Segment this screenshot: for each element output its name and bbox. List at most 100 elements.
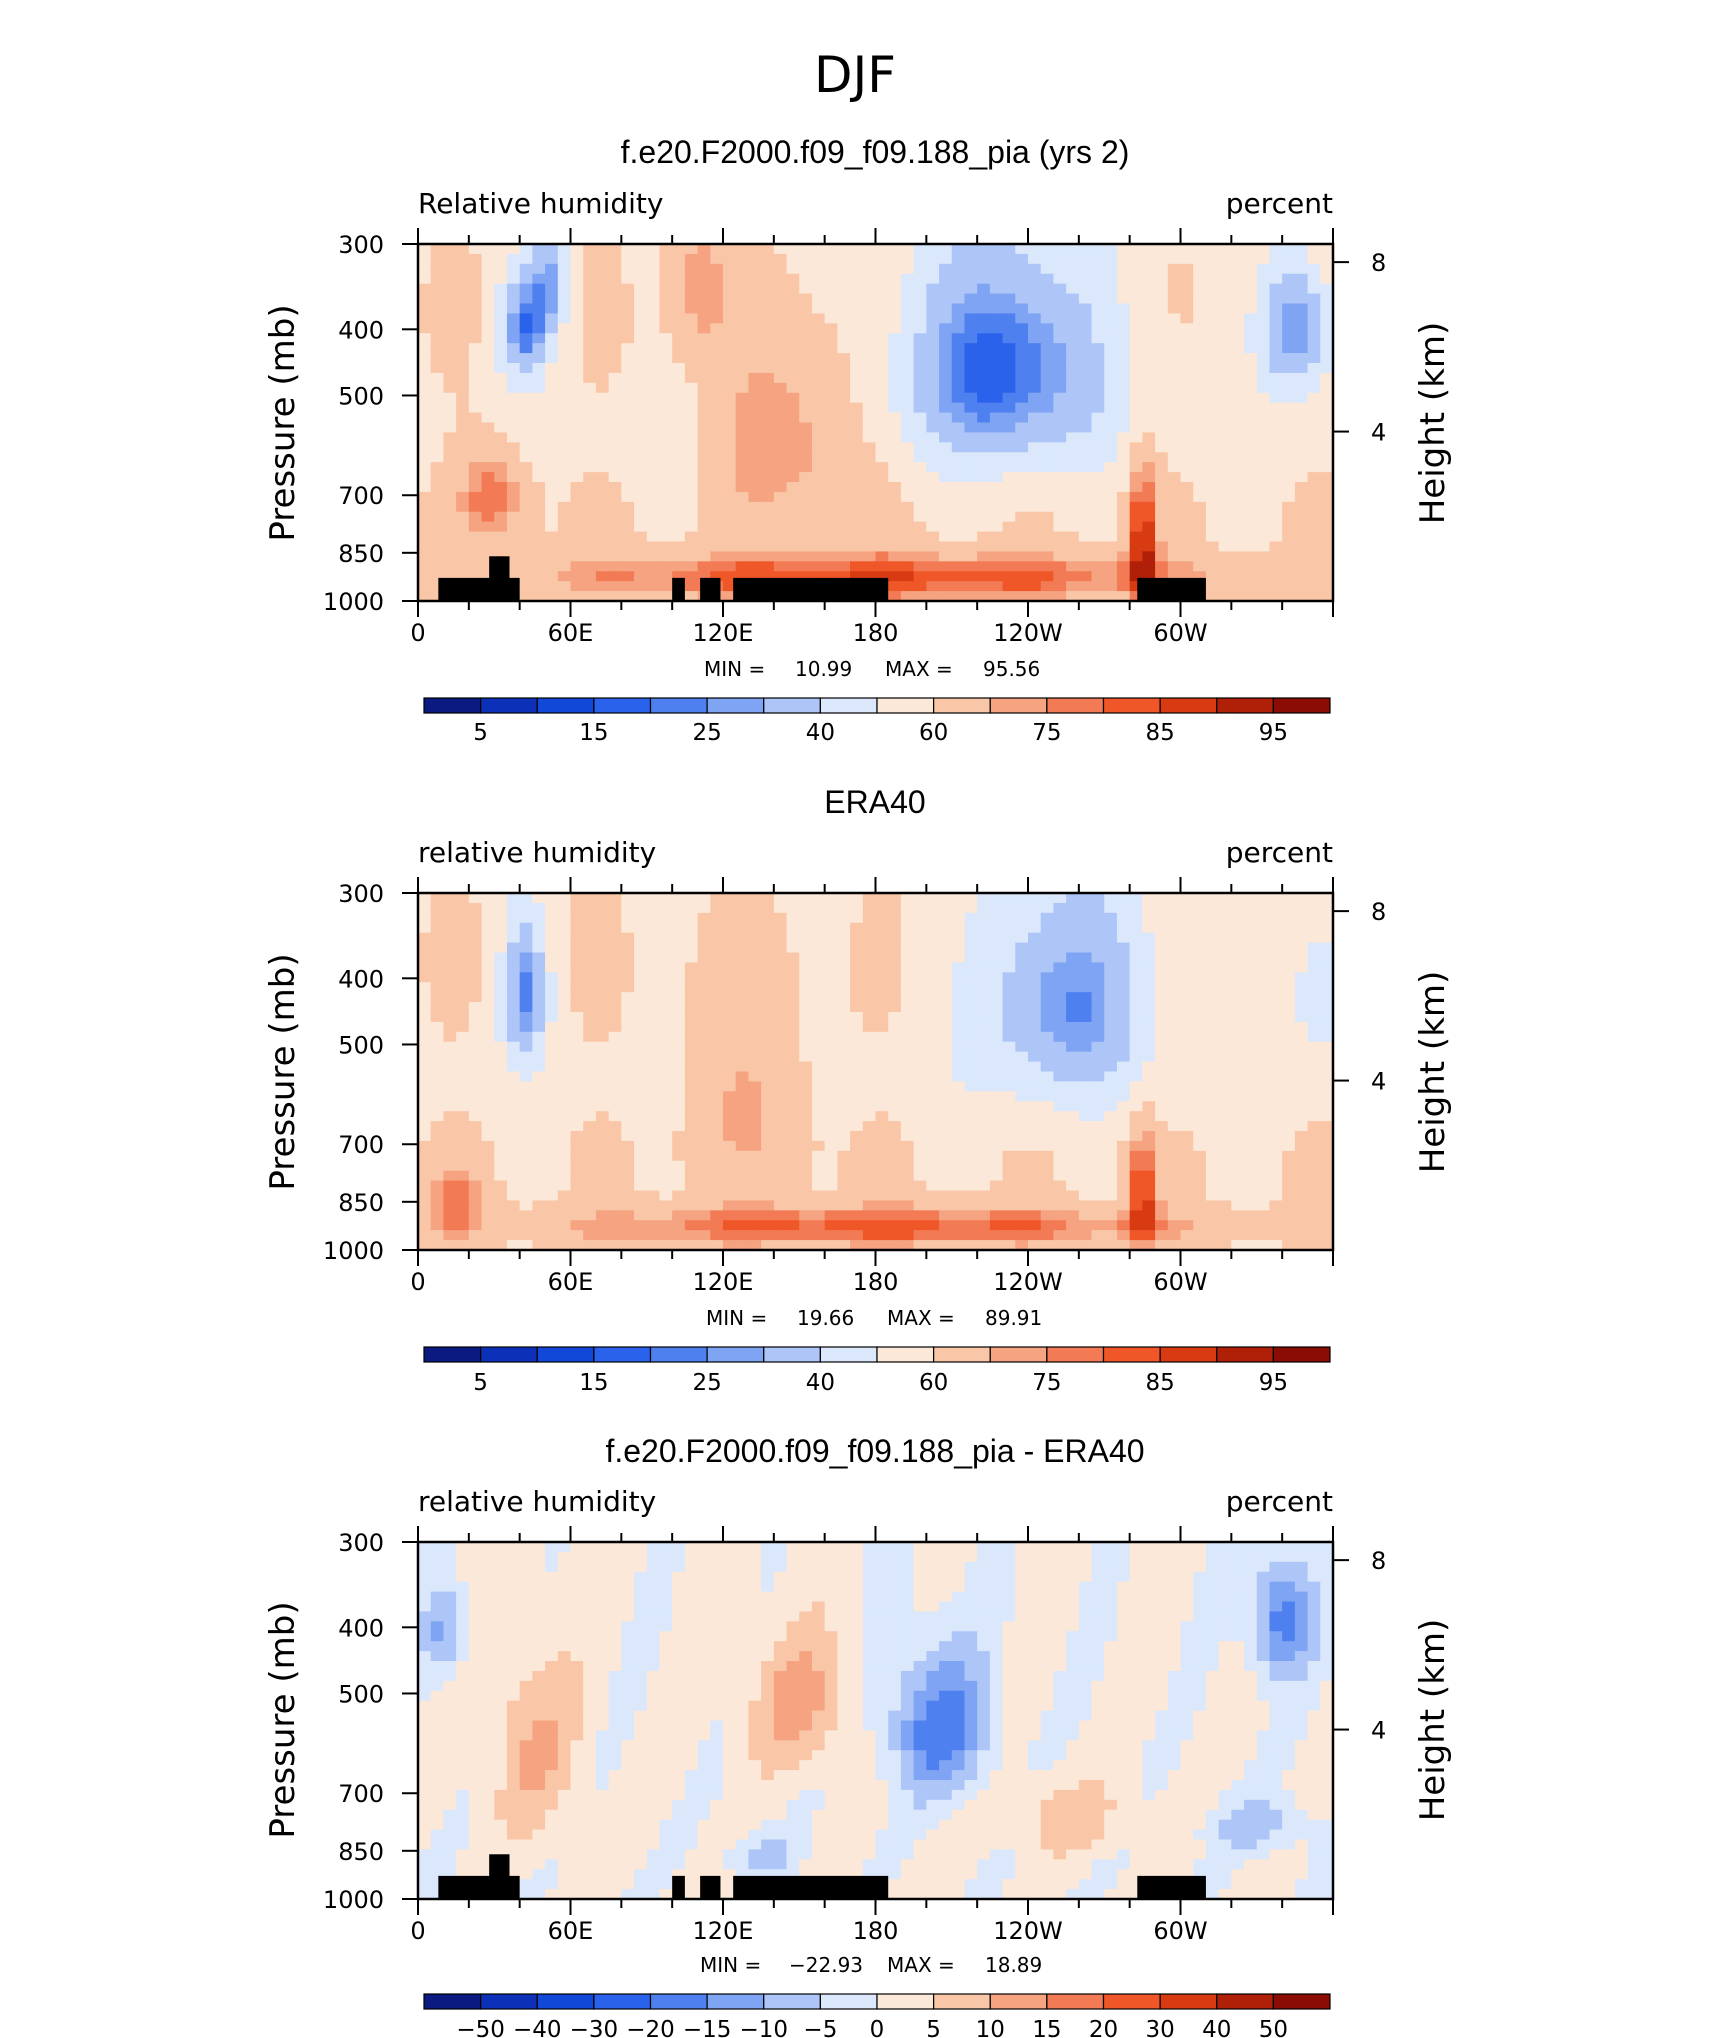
contour-cell [481,244,495,255]
contour-cell [939,382,953,394]
contour-cell [748,1121,762,1132]
contour-cell [964,1041,978,1053]
contour-cell [799,422,813,434]
contour-cell [939,313,953,324]
contour-cell [799,561,813,572]
contour-cell [1167,462,1182,473]
contour-cell [506,392,521,404]
contour-cell [862,521,877,533]
x-tick-label: 60W [1153,619,1207,647]
contour-cell [710,893,724,904]
contour-cell [913,1140,927,1152]
stats-line: MIN = 10.99 MAX = 95.56 [704,657,1040,681]
contour-cell [1002,323,1016,334]
contour-cell [799,313,813,324]
contour-cell [684,422,699,434]
contour-cell [1066,1170,1080,1182]
contour-cell [1116,1150,1131,1162]
contour-cell [1040,912,1055,924]
contour-cell [1028,402,1042,414]
contour-cell [1282,283,1296,295]
contour-cell [684,303,699,315]
contour-cell [557,1071,572,1083]
contour-cell [900,501,915,513]
contour-cell [951,982,966,993]
contour-cell [1205,982,1220,993]
contour-cell [862,402,877,414]
contour-cell [786,402,800,414]
contour-cell [697,244,711,255]
contour-cell [468,922,483,934]
contour-cell [1282,1081,1296,1092]
contour-cell [1066,1190,1080,1202]
contour-cell [557,932,572,944]
contour-cell [913,1061,927,1073]
contour-cell [1028,551,1042,562]
contour-cell [1282,293,1296,305]
contour-cell [786,1021,800,1033]
contour-cell [1282,452,1296,463]
contour-cell [773,982,788,993]
contour-cell [735,1031,750,1043]
contour-cell [1205,1180,1220,1192]
contour-cell [1155,521,1169,533]
contour-cell [862,912,877,924]
contour-cell [913,482,927,493]
contour-cell [1307,1071,1321,1083]
contour-cell [786,452,800,463]
contour-cell [468,962,483,973]
contour-cell [595,491,610,503]
contour-cell [1231,263,1245,275]
contour-cell [926,432,940,443]
contour-cell [634,521,648,533]
contour-cell [545,452,559,463]
contour-cell [456,472,470,483]
contour-cell [1078,972,1093,983]
contour-cell [939,303,953,315]
contour-cell [773,972,788,983]
contour-cell [468,501,483,513]
contour-cell [761,293,775,305]
contour-cell [1066,551,1080,562]
y-axis-right-label: Height (km) [1413,322,1453,525]
contour-cell [1231,942,1245,954]
contour-cell [1167,1200,1182,1211]
contour-cell [1028,363,1042,374]
contour-cell [1129,1021,1143,1033]
contour-cell [1066,1031,1080,1043]
contour-cell [723,1031,737,1043]
contour-cell [1294,402,1309,414]
contour-cell [913,372,927,384]
contour-cell [697,343,711,354]
contour-cell [608,1091,622,1102]
contour-cell [557,472,572,483]
contour-cell [761,982,775,993]
contour-cell [1282,561,1296,572]
contour-cell [786,472,800,483]
contour-cell [926,333,940,344]
contour-cell [418,932,432,944]
contour-cell [1244,531,1258,543]
contour-cell [1269,1170,1283,1182]
contour-cell [824,1071,838,1083]
contour-cell [723,273,737,285]
contour-cell [570,363,584,374]
contour-cell [710,353,724,364]
contour-cell [1320,952,1333,964]
contour-cell [1282,491,1296,503]
contour-cell [989,1131,1004,1142]
contour-cell [1231,531,1245,543]
contour-cell [1205,521,1220,533]
contour-cell [1155,1002,1169,1013]
contour-cell [735,952,750,964]
contour-cell [1129,962,1143,973]
contour-cell [1256,333,1271,344]
contour-cell [1231,412,1245,424]
contour-cell [837,1041,851,1053]
contour-cell [939,1012,953,1023]
contour-cell [519,343,533,354]
contour-cell [494,323,508,334]
contour-cell [1180,1111,1194,1122]
contour-cell [1129,363,1143,374]
contour-cell [1104,551,1118,562]
